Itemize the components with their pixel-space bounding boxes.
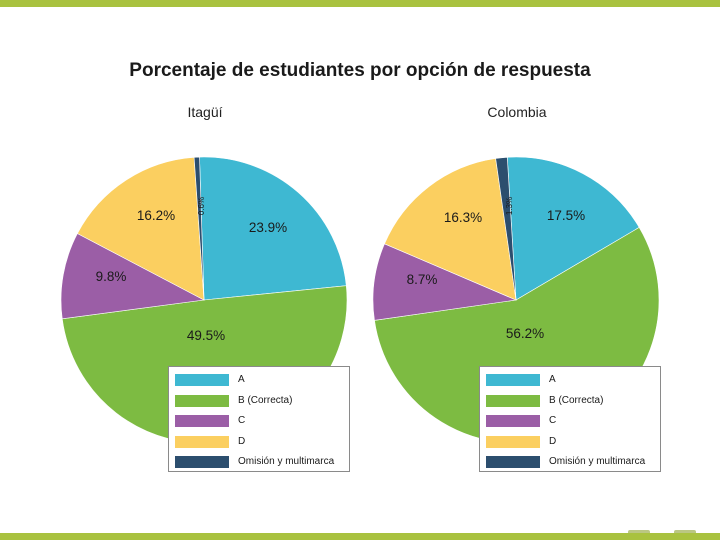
slice-label-b: 56.2%	[506, 326, 544, 341]
legend-item-d: D	[175, 435, 345, 449]
legend-item-b: B (Correcta)	[486, 394, 656, 408]
legend-item-a: A	[175, 373, 345, 387]
pie-slice-a	[506, 156, 640, 301]
legend-label: B (Correcta)	[238, 394, 293, 406]
pie-slice-d	[77, 157, 205, 301]
top-accent-bar	[0, 0, 720, 7]
legend-swatch	[486, 435, 540, 448]
slice-label-d: 16.3%	[444, 210, 482, 225]
legend-item-o: Omisión y multimarca	[175, 455, 345, 469]
legend-label: B (Correcta)	[549, 394, 604, 406]
pie-0: 23.9% 49.5% 9.8% 16.2% 0.6%	[60, 156, 348, 444]
legend-label: A	[238, 374, 245, 385]
legend-item-d: D	[486, 435, 656, 449]
legend-itagui: A B (Correcta) C D Omisión y multimarca	[168, 366, 350, 472]
legend-swatch	[486, 394, 540, 407]
legend-item-c: C	[486, 414, 656, 428]
slice-label-o: 1.3%	[505, 197, 514, 215]
pie-slice-c	[60, 233, 205, 320]
slice-label-c: 9.8%	[96, 269, 127, 284]
legend-label: C	[238, 415, 246, 426]
legend-item-b: B (Correcta)	[175, 394, 345, 408]
legend-label: D	[549, 435, 557, 447]
legend-swatch	[175, 415, 229, 427]
bottom-accent-bar	[0, 533, 720, 540]
legend-label: A	[549, 374, 556, 385]
legend-item-o: Omisión y multimarca	[486, 455, 656, 469]
legend-swatch	[175, 435, 229, 448]
legend-item-a: A	[486, 373, 656, 387]
pie-slice-a	[199, 156, 347, 301]
slice-label-b: 49.5%	[187, 328, 225, 343]
slice-label-o: 0.6%	[197, 197, 206, 215]
slice-label-d: 16.2%	[137, 208, 175, 223]
slice-label-a: 17.5%	[547, 208, 585, 223]
pie-slice-d	[384, 158, 517, 301]
slice-label-a: 23.9%	[249, 220, 287, 235]
legend-label: D	[238, 435, 246, 447]
pie-title-itagui: Itagüí	[187, 104, 223, 120]
slice-label-c: 8.7%	[407, 272, 438, 287]
legend-swatch	[486, 374, 540, 386]
pie-slice-o	[193, 156, 205, 301]
legend-swatch	[486, 415, 540, 427]
legend-label: Omisión y multimarca	[549, 456, 646, 467]
pie-title-colombia: Colombia	[487, 104, 547, 120]
pie-slice-o	[495, 156, 517, 301]
legend-label: Omisión y multimarca	[238, 456, 335, 467]
legend-swatch	[175, 394, 229, 407]
legend-item-c: C	[175, 414, 345, 428]
legend-colombia: A B (Correcta) C D Omisión y multimarca	[479, 366, 661, 472]
legend-swatch	[175, 456, 229, 468]
legend-label: C	[549, 415, 557, 426]
legend-swatch	[486, 456, 540, 468]
legend-swatch	[175, 374, 229, 386]
page-title: Porcentaje de estudiantes por opción de …	[129, 60, 591, 81]
